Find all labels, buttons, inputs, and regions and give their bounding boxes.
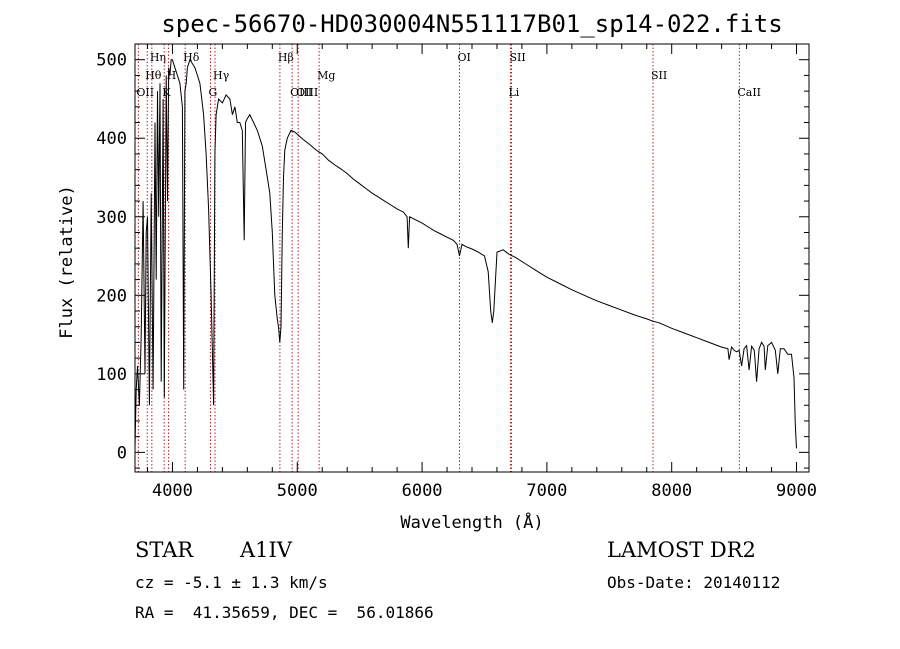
spectral-line-label: OI [458, 51, 471, 64]
x-tick-label: 7000 [526, 481, 567, 501]
observation-date: Obs-Date: 20140112 [607, 573, 781, 592]
spectral-line-label: OII [136, 86, 154, 99]
coordinates: RA = 41.35659, DEC = 56.01866 [135, 603, 434, 622]
y-tick-label: 100 [96, 365, 127, 385]
y-tick-label: 300 [96, 208, 127, 228]
object-type: STAR [135, 538, 194, 562]
y-tick-label: 200 [96, 286, 127, 306]
x-tick-label: 5000 [277, 481, 318, 501]
y-tick-label: 500 [96, 51, 127, 71]
spectral-line-label: OIII [290, 86, 312, 99]
x-tick-label: 9000 [776, 481, 817, 501]
spectral-line-label: SII [651, 69, 667, 82]
spectral-line-label: Hη [150, 51, 166, 64]
y-tick-label: 400 [96, 129, 127, 149]
y-axis-label: Flux (relative) [57, 185, 77, 339]
spectral-line-label: Hθ [145, 69, 162, 82]
y-tick-label: 0 [117, 443, 127, 463]
x-tick-label: 6000 [402, 481, 443, 501]
spectral-line-label: Li [508, 86, 519, 99]
survey-name: LAMOST DR2 [607, 538, 756, 562]
spectral-line-label: Hβ [278, 51, 294, 64]
spectral-line-label: OIII [296, 86, 318, 99]
spectral-line-label: G [209, 86, 218, 99]
redshift-velocity: cz = -5.1 ± 1.3 km/s [135, 573, 328, 592]
spectral-class: A1IV [240, 538, 292, 562]
plot-frame [134, 43, 810, 473]
x-tick-label: 8000 [651, 481, 692, 501]
spectral-line-label: Hγ [213, 69, 230, 82]
axis-ticks: 4000 5000 6000 7000 8000 9000 0 100 200 300 400 500 [96, 43, 817, 501]
spectral-line-label: Mg [317, 69, 335, 82]
spectral-line-label: CaII [737, 86, 761, 99]
spectral-line-label: SII [509, 51, 525, 64]
spectral-line-label: H [167, 69, 177, 82]
spectral-line-label: Hδ [183, 51, 200, 64]
spectrum-line [134, 58, 797, 449]
x-axis-label: Wavelength (Å) [400, 511, 543, 533]
x-tick-label: 4000 [152, 481, 193, 501]
chart-title: spec-56670-HD030004N551117B01_sp14-022.f… [161, 10, 782, 38]
